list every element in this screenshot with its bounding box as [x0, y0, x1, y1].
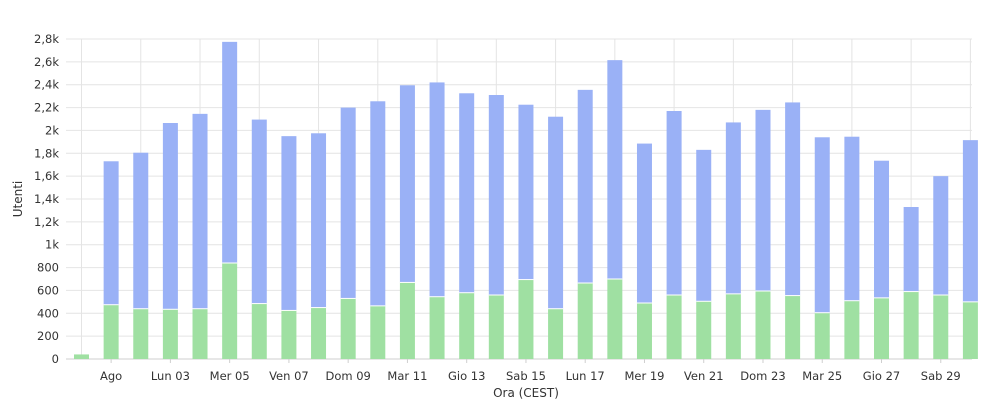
y-tick-label: 1,4k	[34, 192, 59, 206]
bar-upper-segment	[696, 149, 712, 302]
bar-upper-segment	[666, 111, 682, 295]
bar-lower-segment	[133, 308, 149, 359]
y-tick-label: 1,8k	[34, 146, 59, 160]
x-tick-label: Mar 25	[802, 369, 842, 383]
y-tick-label: 1,2k	[34, 215, 59, 229]
bar-upper-segment	[636, 143, 652, 303]
bar-lower-segment	[370, 305, 386, 359]
x-tick-label: Dom 23	[740, 369, 785, 383]
x-axis: Ago Lun 03 Mer 05 Ven 07 Dom 09 Mar 11 Gio 13 S…	[100, 359, 961, 383]
bar-upper-segment	[518, 104, 534, 280]
bar-lower-segment	[607, 279, 623, 359]
bar-upper-segment	[399, 85, 415, 283]
bar-upper-segment	[607, 60, 623, 280]
x-tick-label: Mer 19	[624, 369, 664, 383]
bar-lower-segment	[488, 295, 504, 359]
bar-lower-segment	[103, 304, 119, 359]
x-tick-label: Sab 15	[506, 369, 546, 383]
x-tick-label: Ago	[100, 369, 122, 383]
bar-lower-segment	[962, 301, 978, 359]
x-tick-label: Gio 27	[863, 369, 900, 383]
y-tick-label: 2,8k	[34, 32, 59, 46]
bar-upper-segment	[281, 136, 297, 311]
y-tick-label: 2,6k	[34, 55, 59, 69]
bar-upper-segment	[548, 116, 564, 309]
bar-lower-segment	[577, 283, 593, 359]
bar-lower-segment	[785, 295, 801, 359]
bar-lower-segment	[725, 293, 741, 359]
bar-lower-segment	[903, 291, 919, 359]
bar-upper-segment	[133, 152, 149, 309]
bar-upper-segment	[814, 137, 830, 313]
x-tick-label: Ven 07	[269, 369, 309, 383]
x-tick-label: Lun 03	[151, 369, 190, 383]
bar-upper-segment	[933, 176, 949, 295]
y-tick-label: 800	[37, 261, 59, 275]
bars	[74, 41, 978, 359]
bar-upper-segment	[103, 161, 119, 305]
bar-upper-segment	[962, 140, 978, 302]
bar-upper-segment	[222, 41, 238, 263]
bar-upper-segment	[874, 160, 890, 298]
bar-lower-segment	[548, 308, 564, 359]
bar-lower-segment	[162, 309, 178, 359]
y-tick-label: 400	[37, 306, 59, 320]
bar-lower-segment	[814, 312, 830, 359]
bar-lower-segment	[74, 354, 89, 359]
bar-lower-segment	[429, 296, 445, 359]
bar-upper-segment	[251, 119, 267, 304]
bar-upper-segment	[370, 101, 386, 306]
bar-upper-segment	[311, 133, 327, 308]
bar-lower-segment	[399, 282, 415, 359]
x-tick-label: Mer 05	[210, 369, 250, 383]
bar-lower-segment	[251, 303, 267, 359]
bar-lower-segment	[844, 300, 860, 359]
y-tick-label: 1,6k	[34, 169, 59, 183]
bar-upper-segment	[162, 123, 178, 310]
x-tick-label: Ven 21	[684, 369, 724, 383]
y-tick-label: 200	[37, 329, 59, 343]
x-tick-label: Lun 17	[566, 369, 605, 383]
bar-lower-segment	[192, 308, 208, 359]
bar-upper-segment	[340, 107, 356, 299]
bar-lower-segment	[311, 307, 327, 359]
bar-lower-segment	[459, 292, 475, 359]
bar-lower-segment	[340, 298, 356, 359]
bar-lower-segment	[222, 263, 238, 359]
x-tick-label: Gio 13	[448, 369, 485, 383]
x-tick-label: Dom 09	[325, 369, 370, 383]
y-tick-label: 0	[52, 352, 59, 366]
bar-upper-segment	[192, 113, 208, 309]
y-tick-label: 600	[37, 283, 59, 297]
bar-upper-segment	[488, 95, 504, 295]
y-axis: 0 200 400 600 800 1k 1,2k 1,4k 1,6k 1,8k 2k 2,2k 2,4…	[34, 32, 59, 366]
bar-upper-segment	[903, 207, 919, 292]
bar-upper-segment	[429, 82, 445, 297]
x-axis-title: Ora (CEST)	[493, 386, 559, 400]
bar-lower-segment	[281, 310, 297, 359]
bar-upper-segment	[577, 89, 593, 283]
bar-lower-segment	[696, 301, 712, 359]
bar-lower-segment	[933, 295, 949, 359]
bar-upper-segment	[725, 122, 741, 294]
bar-lower-segment	[755, 291, 771, 359]
x-tick-label: Sab 29	[921, 369, 961, 383]
bar-lower-segment	[518, 279, 534, 359]
y-tick-label: 2,4k	[34, 78, 59, 92]
x-tick-label: Mar 11	[387, 369, 427, 383]
bar-upper-segment	[785, 102, 801, 296]
y-tick-label: 1k	[45, 238, 59, 252]
bar-lower-segment	[874, 297, 890, 359]
bar-upper-segment	[844, 136, 860, 301]
y-tick-label: 2k	[45, 123, 59, 137]
y-axis-title: Utenti	[11, 181, 25, 218]
bar-upper-segment	[459, 93, 475, 293]
y-tick-label: 2,2k	[34, 101, 59, 115]
bar-lower-segment	[666, 295, 682, 359]
bar-upper-segment	[755, 109, 771, 291]
bar-lower-segment	[636, 303, 652, 359]
